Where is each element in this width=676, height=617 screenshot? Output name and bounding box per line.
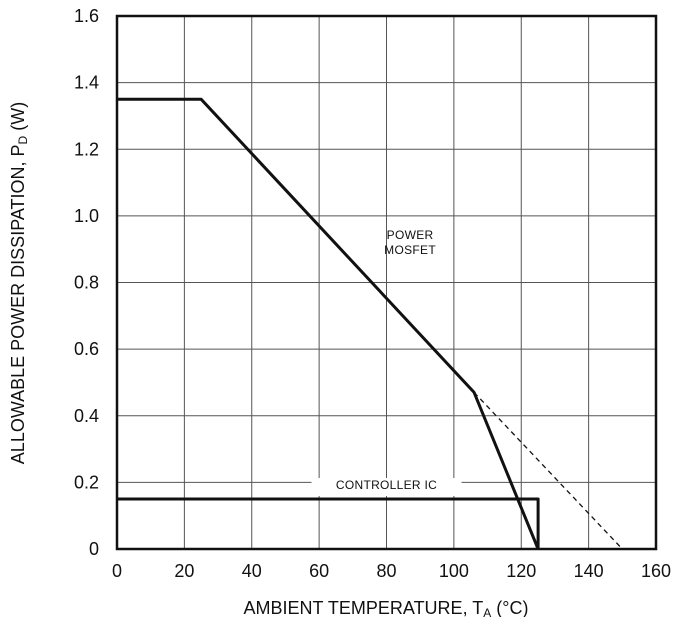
x-tick-label: 140: [574, 561, 604, 581]
x-tick-label: 40: [242, 561, 262, 581]
x-tick-label: 20: [174, 561, 194, 581]
x-tick-label: 60: [309, 561, 329, 581]
y-tick-label: 0: [89, 539, 99, 559]
y-tick-label: 0.4: [74, 406, 99, 426]
annotation-controller: CONTROLLER IC: [336, 478, 437, 492]
y-tick-label: 0.2: [74, 472, 99, 492]
y-axis-title: ALLOWABLE POWER DISSIPATION, PD (W): [8, 102, 30, 464]
x-axis-title-unit: (°C): [491, 598, 528, 617]
y-tick-labels: 0 0.2 0.4 0.6 0.8 1.0 1.2 1.4 1.6: [74, 6, 99, 559]
grid-lines: [117, 16, 656, 549]
y-tick-label: 1.4: [74, 73, 99, 93]
x-tick-label: 100: [439, 561, 469, 581]
x-tick-labels: 0 20 40 60 80 100 120 140 160: [112, 561, 671, 581]
x-tick-label: 120: [506, 561, 536, 581]
annotation-mosfet: MOSFET: [384, 243, 436, 257]
x-tick-label: 0: [112, 561, 122, 581]
series-lines: [117, 97, 623, 550]
plot-frame: [115, 14, 658, 551]
y-tick-label: 1.6: [74, 6, 99, 26]
x-axis-title: AMBIENT TEMPERATURE, TA (°C): [244, 598, 529, 617]
y-tick-label: 1.2: [74, 139, 99, 159]
series-controller-ic: [117, 497, 540, 549]
y-tick-label: 0.8: [74, 273, 99, 293]
x-axis-title-subscript: A: [483, 606, 491, 617]
y-axis-title-subscript: D: [16, 135, 30, 144]
y-axis-title-unit: (W): [8, 102, 28, 136]
annotation-mosfet: POWER: [387, 228, 434, 242]
controller-label-backdrop: [311, 478, 462, 497]
series-power-mosfet: [117, 97, 540, 550]
y-tick-label: 0.6: [74, 339, 99, 359]
y-axis-title-main: ALLOWABLE POWER DISSIPATION, P: [8, 144, 28, 464]
x-axis-title-main: AMBIENT TEMPERATURE, T: [244, 598, 484, 617]
x-tick-label: 160: [641, 561, 671, 581]
x-tick-label: 80: [376, 561, 396, 581]
y-tick-label: 1.0: [74, 206, 99, 226]
